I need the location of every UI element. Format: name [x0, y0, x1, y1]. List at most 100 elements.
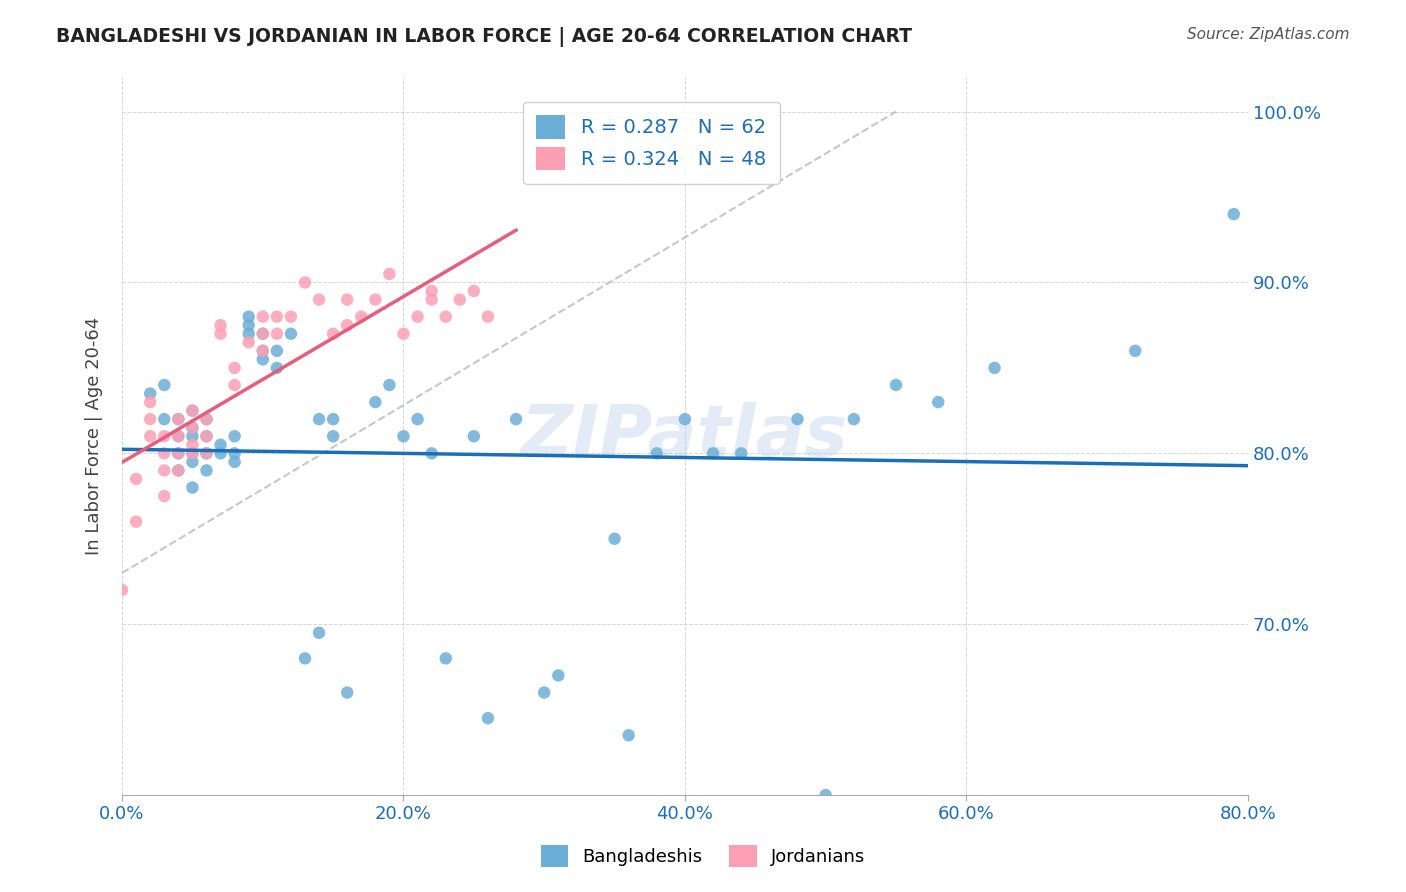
- Legend: Bangladeshis, Jordanians: Bangladeshis, Jordanians: [533, 838, 873, 874]
- Point: [322, 429, 344, 443]
- Point: [252, 343, 274, 358]
- Point: [420, 293, 443, 307]
- Point: [209, 446, 232, 460]
- Point: [209, 318, 232, 333]
- Point: [224, 455, 246, 469]
- Point: [378, 378, 401, 392]
- Point: [167, 446, 190, 460]
- Point: [252, 326, 274, 341]
- Point: [139, 412, 162, 426]
- Point: [252, 326, 274, 341]
- Point: [294, 276, 316, 290]
- Point: [167, 463, 190, 477]
- Point: [617, 728, 640, 742]
- Point: [181, 420, 204, 434]
- Point: [266, 360, 288, 375]
- Point: [434, 310, 457, 324]
- Point: [139, 386, 162, 401]
- Point: [153, 378, 176, 392]
- Point: [336, 318, 359, 333]
- Point: [308, 625, 330, 640]
- Point: [406, 412, 429, 426]
- Point: [842, 412, 865, 426]
- Point: [308, 412, 330, 426]
- Point: [153, 412, 176, 426]
- Point: [167, 412, 190, 426]
- Point: [181, 438, 204, 452]
- Point: [167, 412, 190, 426]
- Point: [603, 532, 626, 546]
- Point: [181, 455, 204, 469]
- Point: [167, 463, 190, 477]
- Point: [181, 403, 204, 417]
- Text: BANGLADESHI VS JORDANIAN IN LABOR FORCE | AGE 20-64 CORRELATION CHART: BANGLADESHI VS JORDANIAN IN LABOR FORCE …: [56, 27, 912, 46]
- Point: [406, 310, 429, 324]
- Point: [308, 293, 330, 307]
- Point: [420, 284, 443, 298]
- Point: [814, 788, 837, 802]
- Point: [645, 446, 668, 460]
- Point: [153, 446, 176, 460]
- Point: [238, 310, 260, 324]
- Point: [139, 395, 162, 409]
- Point: [139, 429, 162, 443]
- Point: [195, 463, 218, 477]
- Point: [280, 326, 302, 341]
- Point: [1123, 343, 1146, 358]
- Point: [280, 310, 302, 324]
- Point: [238, 318, 260, 333]
- Point: [983, 360, 1005, 375]
- Text: Source: ZipAtlas.com: Source: ZipAtlas.com: [1187, 27, 1350, 42]
- Point: [730, 446, 752, 460]
- Point: [378, 267, 401, 281]
- Point: [702, 446, 724, 460]
- Point: [167, 446, 190, 460]
- Point: [224, 429, 246, 443]
- Point: [463, 429, 485, 443]
- Point: [547, 668, 569, 682]
- Point: [167, 429, 190, 443]
- Point: [364, 395, 387, 409]
- Point: [195, 446, 218, 460]
- Point: [449, 293, 471, 307]
- Point: [336, 293, 359, 307]
- Point: [167, 429, 190, 443]
- Point: [181, 403, 204, 417]
- Point: [181, 446, 204, 460]
- Point: [533, 685, 555, 699]
- Point: [294, 651, 316, 665]
- Point: [463, 284, 485, 298]
- Point: [209, 326, 232, 341]
- Point: [266, 326, 288, 341]
- Point: [153, 463, 176, 477]
- Point: [252, 310, 274, 324]
- Point: [392, 326, 415, 341]
- Point: [224, 378, 246, 392]
- Point: [322, 412, 344, 426]
- Point: [209, 438, 232, 452]
- Point: [252, 352, 274, 367]
- Point: [336, 685, 359, 699]
- Point: [266, 343, 288, 358]
- Point: [181, 429, 204, 443]
- Point: [884, 378, 907, 392]
- Text: ZIPatlas: ZIPatlas: [522, 401, 849, 471]
- Point: [673, 412, 696, 426]
- Point: [266, 310, 288, 324]
- Y-axis label: In Labor Force | Age 20-64: In Labor Force | Age 20-64: [86, 318, 103, 556]
- Point: [181, 481, 204, 495]
- Point: [195, 446, 218, 460]
- Point: [195, 412, 218, 426]
- Point: [477, 711, 499, 725]
- Point: [322, 326, 344, 341]
- Point: [195, 429, 218, 443]
- Point: [420, 446, 443, 460]
- Point: [153, 429, 176, 443]
- Point: [252, 343, 274, 358]
- Point: [434, 651, 457, 665]
- Point: [125, 472, 148, 486]
- Point: [350, 310, 373, 324]
- Point: [392, 429, 415, 443]
- Legend: R = 0.287   N = 62, R = 0.324   N = 48: R = 0.287 N = 62, R = 0.324 N = 48: [523, 102, 780, 184]
- Point: [195, 412, 218, 426]
